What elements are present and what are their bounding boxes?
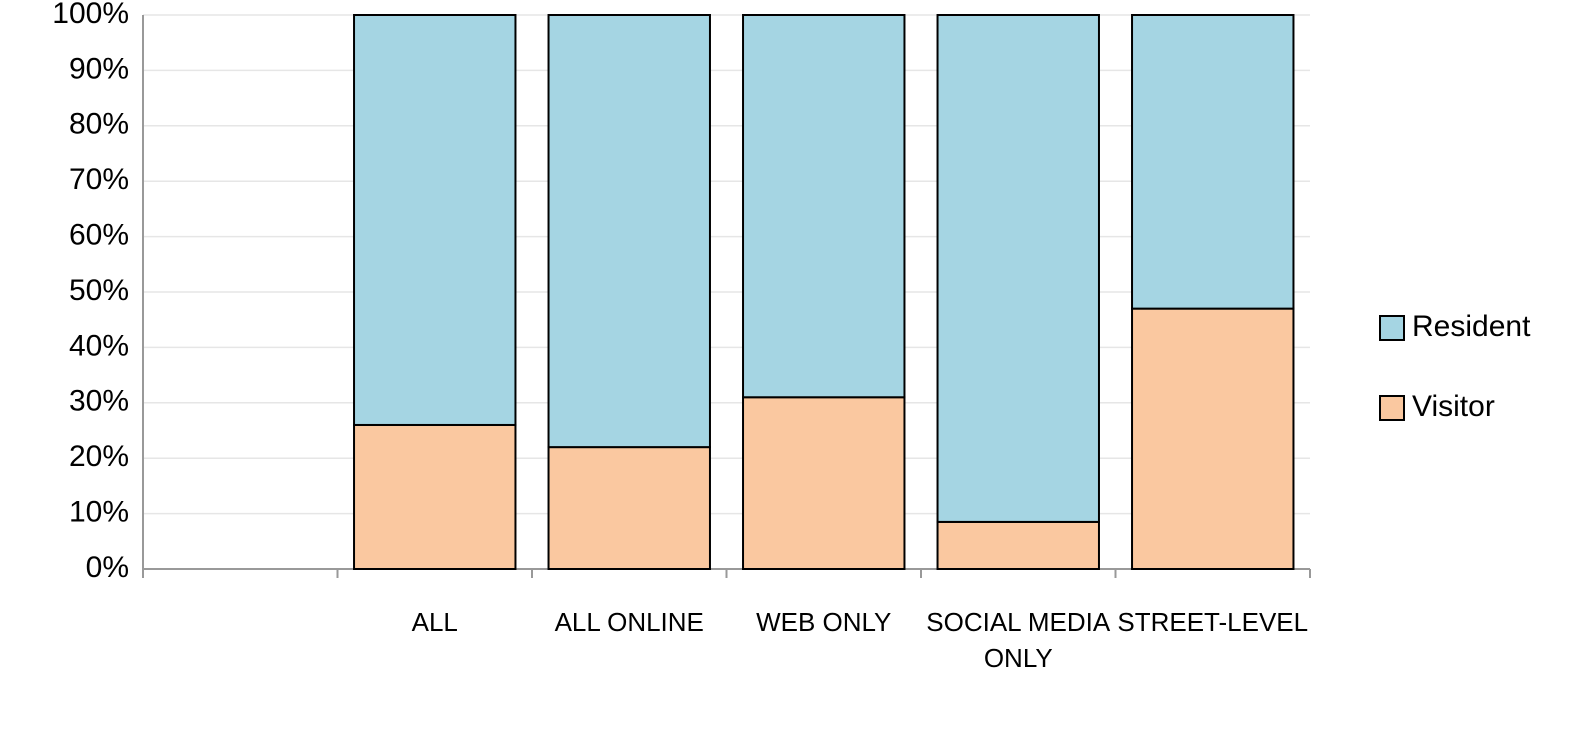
y-tick-label: 50% — [69, 274, 129, 307]
y-tick-label: 10% — [69, 496, 129, 529]
bar-segment — [742, 396, 906, 571]
x-tick-label: STREET-LEVEL — [1117, 607, 1309, 637]
y-tick-label: 80% — [69, 108, 129, 141]
x-tick-label: ALL — [411, 607, 458, 637]
y-tick-label: 100% — [52, 0, 129, 30]
bar-segment — [936, 520, 1100, 570]
legend-label: Visitor — [1412, 390, 1495, 423]
legend-label: Resident — [1412, 310, 1531, 343]
bar-segment — [1131, 307, 1295, 570]
y-tick-label: 70% — [69, 163, 129, 196]
bar-segment — [353, 423, 517, 570]
y-tick-label: 60% — [69, 219, 129, 252]
bar-segment — [547, 446, 711, 570]
y-tick-label: 40% — [69, 329, 129, 362]
bar-segment — [547, 14, 711, 449]
legend-swatch — [1379, 395, 1405, 421]
x-tick-label: WEB ONLY — [756, 607, 892, 637]
bar-segment — [742, 14, 906, 399]
bar-segment — [353, 14, 517, 426]
y-tick-label: 20% — [69, 440, 129, 473]
x-tick-label: ALL ONLINE — [554, 607, 704, 637]
x-tick-label: SOCIAL MEDIA ONLY — [926, 607, 1111, 673]
bar-segment — [936, 14, 1100, 523]
y-tick-label: 90% — [69, 52, 129, 85]
bar-segment — [1131, 14, 1295, 310]
y-tick-label: 30% — [69, 385, 129, 418]
legend-swatch — [1379, 315, 1405, 341]
y-tick-label: 0% — [86, 551, 129, 584]
